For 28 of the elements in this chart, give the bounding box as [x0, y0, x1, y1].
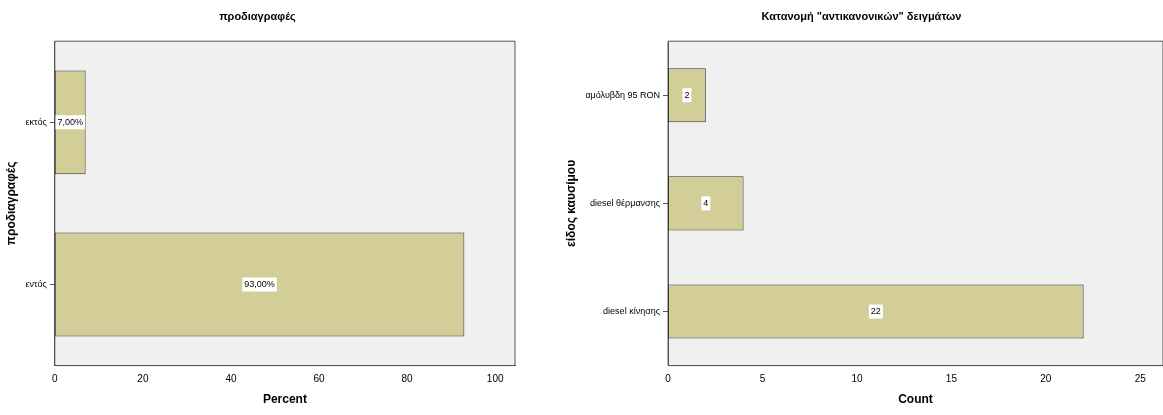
- x-axis-title: Percent: [262, 392, 307, 407]
- chart-title: Κατανομή "αντικανονικών" δειγμάτων: [761, 9, 962, 22]
- x-tick-label: 0: [665, 373, 672, 385]
- x-tick-label: 60: [313, 373, 326, 385]
- x-tick-label: 20: [1040, 373, 1052, 385]
- x-tick-label: 25: [1134, 373, 1147, 385]
- y-tick-label: diesel κίνησης: [603, 306, 661, 317]
- y-axis-title: προδιαγραφές: [3, 161, 18, 246]
- y-tick-label: εκτός: [25, 116, 48, 127]
- y-tick-label: diesel θέρμανσης: [590, 197, 661, 208]
- data-label: 4: [703, 197, 709, 208]
- y-tick-label: εντός: [25, 278, 48, 289]
- x-tick-label: 5: [759, 373, 766, 385]
- x-tick-label: 20: [137, 373, 149, 385]
- x-tick-label: 80: [401, 373, 414, 385]
- y-tick-label: αμόλυβδη 95 RON: [585, 89, 661, 100]
- x-tick-label: 40: [225, 373, 237, 385]
- x-tick-label: 100: [486, 373, 504, 385]
- x-tick-label: 10: [851, 373, 863, 385]
- y-axis-title: είδος καυσίμου: [563, 159, 578, 247]
- data-label: 93,00%: [244, 278, 275, 289]
- data-label: 2: [684, 89, 690, 100]
- data-label: 22: [870, 306, 881, 317]
- data-label: 7,00%: [57, 116, 83, 127]
- x-tick-label: 15: [945, 373, 958, 385]
- x-axis-title: Count: [898, 392, 933, 407]
- x-tick-label: 0: [52, 373, 59, 385]
- chart-title: προδιαγραφές: [219, 9, 297, 23]
